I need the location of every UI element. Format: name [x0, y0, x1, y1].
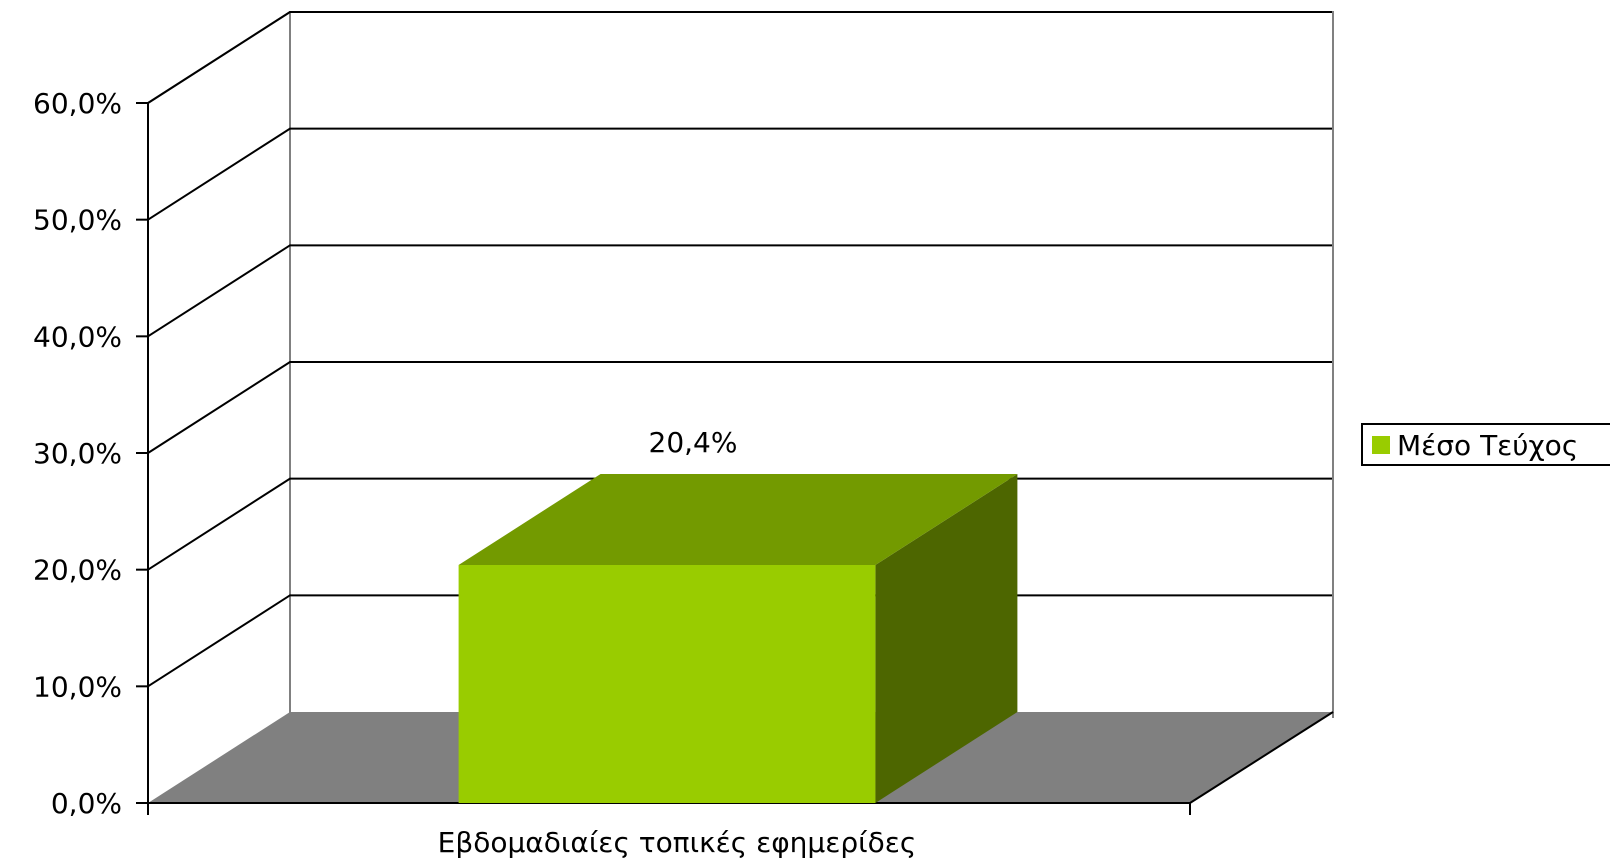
y-tick-label: 30,0%: [33, 437, 122, 470]
bar-side-face: [875, 474, 1018, 803]
y-tick-label: 50,0%: [33, 204, 122, 237]
bars: 20,4%: [458, 426, 1018, 803]
y-tick-label: 10,0%: [33, 670, 122, 703]
bar-data-label: 20,4%: [649, 426, 738, 459]
y-tick-label: 40,0%: [33, 320, 122, 353]
legend: Μέσο Τεύχος: [1361, 423, 1610, 466]
bar: 20,4%: [458, 426, 1018, 803]
y-tick-label: 0,0%: [51, 787, 122, 820]
y-tick-label: 20,0%: [33, 554, 122, 587]
gridline: [147, 11, 1332, 104]
legend-swatch: [1372, 436, 1390, 454]
bar-front-face: [458, 565, 876, 803]
legend-box: [1361, 423, 1610, 466]
gridline: [147, 361, 1332, 454]
bar-top-face: [458, 474, 1018, 565]
floor-right-edge: [1189, 711, 1334, 804]
gridline: [147, 244, 1332, 338]
y-tick-label: 60,0%: [33, 87, 122, 120]
x-category-label: Εβδομαδιαίες τοπικές εφημερίδες: [438, 826, 917, 859]
legend-label: Μέσο Τεύχος: [1397, 429, 1578, 462]
y-ticks: 0,0% 10,0% 20,0% 30,0% 40,0% 50,0% 60,0%: [33, 87, 148, 820]
gridline: [147, 127, 1332, 221]
